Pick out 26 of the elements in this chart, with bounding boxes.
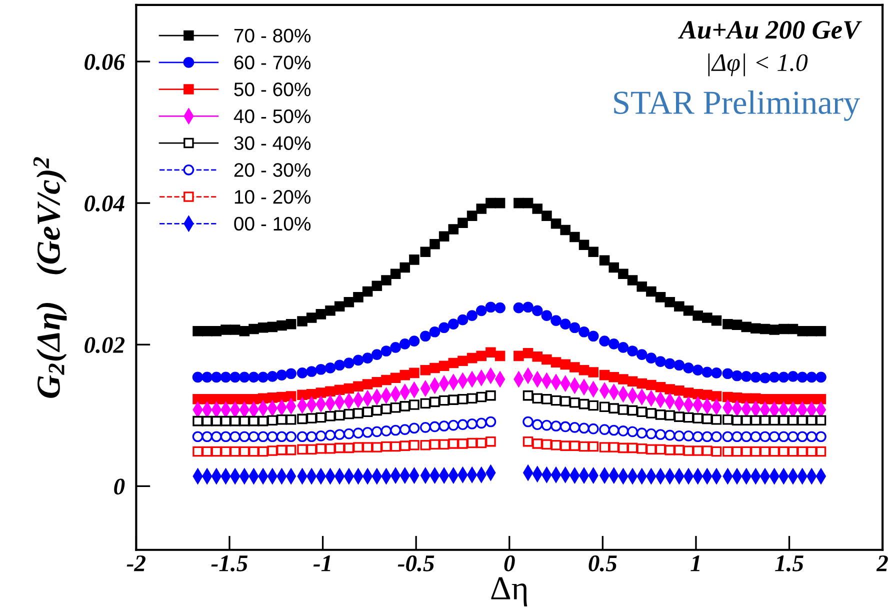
- x-tick-label: -1: [313, 556, 330, 572]
- x-tick-label: 2: [876, 555, 888, 572]
- x-tick-label: 1.5: [775, 556, 804, 572]
- legend-label: 60 - 70%: [234, 56, 311, 70]
- legend-label: 10 - 20%: [234, 190, 311, 204]
- annotation: |Δφ| < 1.0: [708, 53, 808, 76]
- y-tick-label: 0.02: [84, 337, 125, 354]
- x-axis-title: Δη: [491, 577, 528, 606]
- y-axis-title: G$_{2}$(Δη) (GeV/c)$^{2}$: [33, 157, 67, 398]
- y-tick-label: 0.04: [84, 196, 124, 212]
- legend-label: 30 - 40%: [234, 136, 311, 150]
- x-tick-label: -1.5: [211, 556, 248, 572]
- x-tick-label: 0.5: [588, 555, 617, 572]
- annotation: Au+Au 200 GeV: [678, 20, 862, 39]
- legend-label: 00 - 10%: [234, 216, 311, 231]
- x-tick-label: 0: [504, 555, 515, 572]
- x-tick-label: 1: [690, 556, 700, 572]
- legend-label: 50 - 60%: [234, 82, 311, 96]
- y-tick-label: 0: [114, 478, 125, 495]
- legend-label: 20 - 30%: [234, 163, 311, 177]
- y-tick-label: 0.06: [84, 54, 126, 70]
- legend-label: 70 - 80%: [234, 28, 311, 43]
- x-tick-label: -0.5: [398, 555, 434, 572]
- x-tick-label: -2: [126, 555, 146, 572]
- legend-label: 40 - 50%: [234, 109, 311, 124]
- annotation: STAR Preliminary: [614, 90, 860, 121]
